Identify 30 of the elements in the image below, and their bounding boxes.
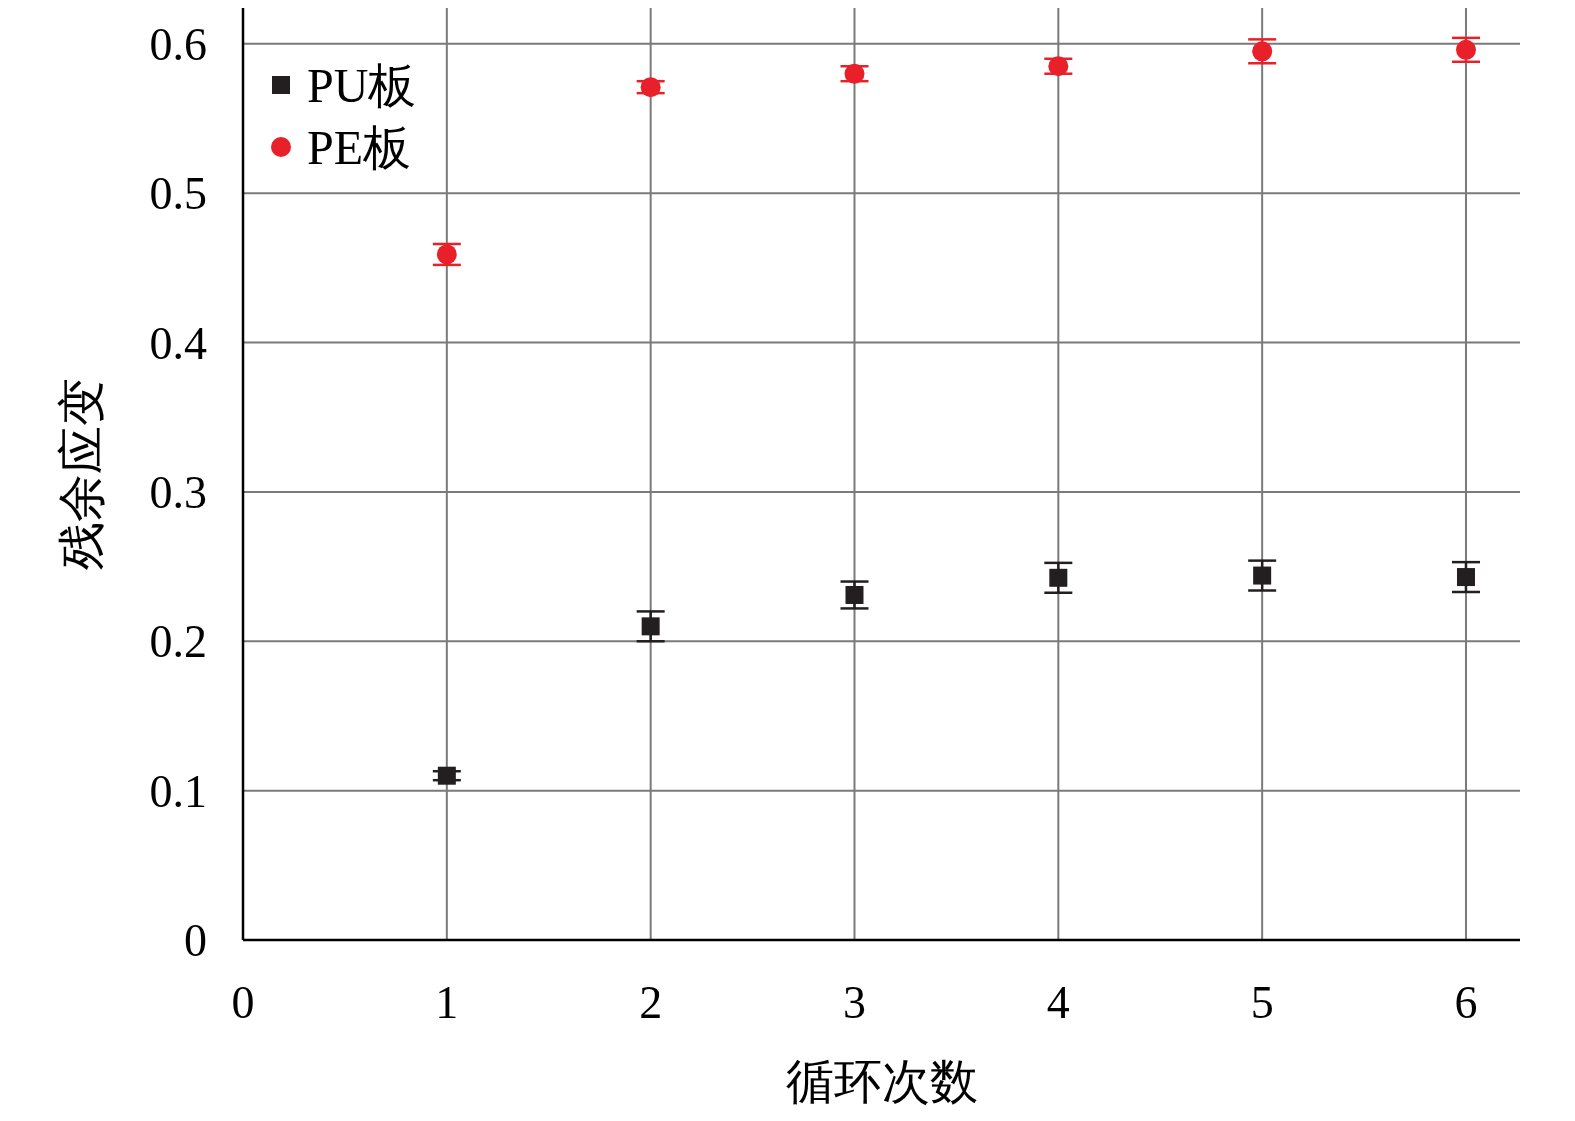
x-tick-label: 2 [639, 977, 663, 1028]
point [1253, 566, 1272, 585]
x-tick-label: 4 [1046, 977, 1070, 1028]
x-tick-label: 6 [1454, 977, 1478, 1028]
y-tick-label: 0.1 [149, 765, 207, 817]
x-tick-label: 3 [842, 977, 866, 1028]
point [640, 77, 661, 98]
point [1049, 568, 1068, 587]
point [1252, 41, 1273, 62]
point [437, 766, 456, 785]
x-tick-label: 1 [435, 977, 459, 1028]
legend-label: PE板 [307, 121, 412, 174]
point [1048, 56, 1069, 77]
point [641, 617, 660, 636]
x-tick-label: 0 [231, 977, 255, 1028]
y-tick-label: 0.4 [149, 317, 207, 369]
x-tick-label: 5 [1250, 977, 1274, 1028]
y-tick-label: 0.5 [149, 168, 207, 220]
y-axis-title: 残余应变 [55, 378, 108, 570]
y-tick-label: 0 [184, 915, 207, 966]
point [436, 244, 457, 265]
point [845, 585, 864, 604]
y-tick-label: 0.6 [149, 18, 207, 70]
point [844, 63, 865, 84]
y-tick-label: 0.2 [149, 616, 207, 668]
point [1455, 39, 1476, 60]
y-tick-label: 0.3 [149, 466, 207, 518]
legend-label: PU板 [307, 59, 417, 112]
point [1456, 568, 1475, 587]
x-axis-title: 循环次数 [785, 1055, 978, 1108]
